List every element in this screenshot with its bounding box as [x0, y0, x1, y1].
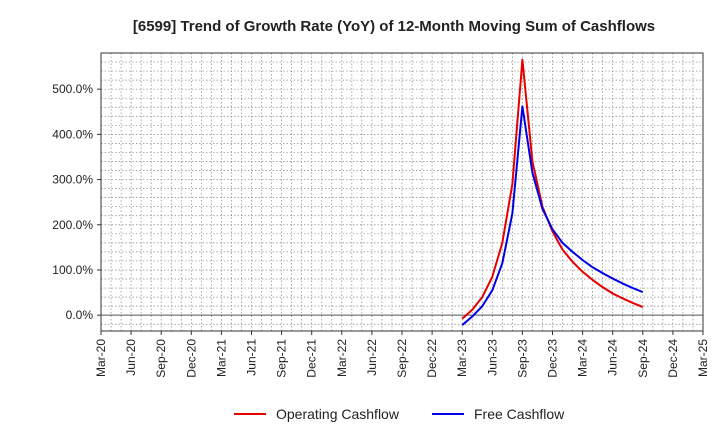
y-tick-label: 0.0%: [66, 308, 94, 322]
x-tick-label: Dec-21: [305, 339, 319, 378]
x-tick-label: Sep-23: [515, 339, 529, 378]
axes: 0.0% 100.0% 200.0% 300.0% 400.0% 500.0% Mar-20…: [52, 52, 710, 378]
x-tick-label: Mar-22: [335, 339, 349, 377]
y-tick-label: 200.0%: [52, 218, 93, 232]
x-tick-label: Sep-20: [154, 339, 168, 378]
x-tick-label: Jun-23: [485, 339, 499, 376]
x-tick-label: Jun-22: [365, 339, 379, 376]
x-tick-label: Mar-24: [576, 339, 590, 377]
x-tick-label: Jun-21: [245, 339, 259, 376]
grid-lines: [100, 53, 704, 331]
x-tick-label: Dec-20: [184, 339, 198, 378]
x-tick-label: Dec-23: [546, 339, 560, 378]
plot-area: [101, 53, 703, 331]
legend: Operating Cashflow Free Cashflow: [234, 406, 565, 422]
series-lines: [461, 58, 644, 326]
series-line-operating-cashflow: [461, 58, 644, 320]
legend-label: Free Cashflow: [474, 406, 565, 422]
series-line-free-cashflow: [461, 105, 644, 326]
x-tick-label: Sep-24: [636, 339, 650, 378]
chart-title: [6599] Trend of Growth Rate (YoY) of 12-…: [133, 18, 655, 35]
x-tick-label: Dec-22: [425, 339, 439, 378]
y-tick-label: 100.0%: [52, 263, 93, 277]
x-tick-label: Mar-25: [696, 339, 710, 377]
x-tick-label: Mar-20: [94, 339, 108, 377]
y-tick-label: 500.0%: [52, 82, 93, 96]
y-tick-label: 300.0%: [52, 173, 93, 187]
x-tick-label: Jun-20: [124, 339, 138, 376]
x-tick-label: Jun-24: [606, 339, 620, 376]
x-tick-label: Sep-22: [395, 339, 409, 378]
legend-label: Operating Cashflow: [276, 406, 400, 422]
x-tick-label: Mar-21: [214, 339, 228, 377]
x-tick-label: Mar-23: [455, 339, 469, 377]
x-tick-label: Dec-24: [666, 339, 680, 378]
x-tick-label: Sep-21: [275, 339, 289, 378]
y-tick-label: 400.0%: [52, 127, 93, 141]
